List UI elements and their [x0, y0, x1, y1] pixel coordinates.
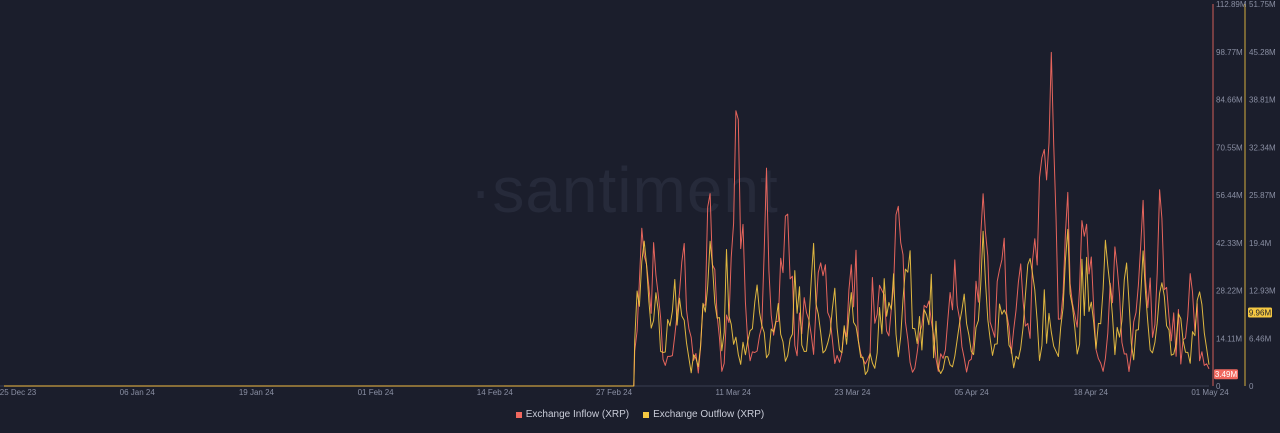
x-tick-label: 11 Mar 24: [715, 388, 751, 397]
x-tick-label: 19 Jan 24: [239, 388, 275, 397]
x-tick-label: 18 Apr 24: [1074, 388, 1109, 397]
inflow-value-badge: [1214, 369, 1238, 380]
x-tick-label: 23 Mar 24: [834, 388, 871, 397]
left-y-tick-label: 56.44M: [1216, 191, 1243, 200]
x-tick-label: 06 Jan 24: [120, 388, 156, 397]
right-y-tick-label: 32.34M: [1249, 143, 1276, 152]
left-y-tick-label: 98.77M: [1216, 48, 1243, 57]
legend-label-outflow: Exchange Outflow (XRP): [653, 409, 765, 420]
x-tick-label: 27 Feb 24: [596, 388, 633, 397]
x-tick-label: 01 May 24: [1191, 388, 1229, 397]
legend-swatch-inflow: [515, 411, 522, 418]
right-y-tick-label: 0: [1249, 382, 1254, 391]
right-y-tick-label: 38.81M: [1249, 96, 1276, 105]
right-y-tick-label: 12.93M: [1249, 287, 1276, 296]
right-y-tick-label: 51.75M: [1249, 0, 1276, 9]
right-y-tick-label: 45.28M: [1249, 48, 1276, 57]
left-y-tick-label: 84.66M: [1216, 96, 1243, 105]
left-y-tick-label: 28.22M: [1216, 287, 1243, 296]
legend-item-outflow[interactable]: Exchange Outflow (XRP): [643, 409, 764, 420]
inflow-value-badge-text: 3.49M: [1215, 370, 1238, 379]
x-tick-label: 05 Apr 24: [954, 388, 989, 397]
outflow-series-line: [4, 228, 1210, 387]
x-tick-label: 01 Feb 24: [358, 388, 395, 397]
left-y-tick-label: 42.33M: [1216, 239, 1243, 248]
x-tick-label: 25 Dec 23: [0, 388, 37, 397]
right-y-tick-label: 25.87M: [1249, 191, 1276, 200]
right-y-tick-label: 6.46M: [1249, 334, 1272, 343]
x-tick-label: 14 Feb 24: [477, 388, 514, 397]
left-y-tick-label: 14.11M: [1216, 334, 1242, 343]
outflow-value-badge-text: 9.96M: [1249, 308, 1272, 317]
inflow-series-line: [4, 51, 1210, 387]
left-y-tick-label: 70.55M: [1216, 143, 1243, 152]
right-y-tick-label: 19.4M: [1249, 239, 1272, 248]
legend-swatch-outflow: [643, 411, 650, 418]
left-y-tick-label: 0: [1216, 382, 1221, 391]
watermark-logo: ·santiment: [470, 154, 779, 226]
legend: Exchange Inflow (XRP) Exchange Outflow (…: [0, 409, 1280, 420]
legend-item-inflow[interactable]: Exchange Inflow (XRP): [515, 409, 630, 420]
left-y-tick-label: 112.89M: [1216, 0, 1247, 9]
legend-label-inflow: Exchange Inflow (XRP): [525, 409, 630, 420]
outflow-value-badge: [1248, 307, 1272, 318]
